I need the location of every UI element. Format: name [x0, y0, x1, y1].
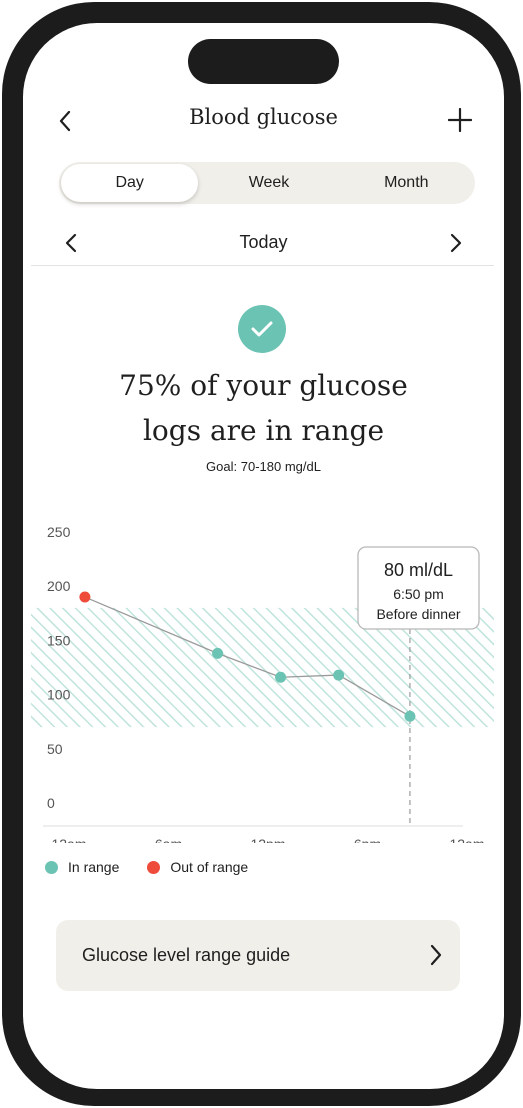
legend-in-range-label: In range: [68, 859, 120, 875]
y-tick-label: 150: [47, 632, 71, 648]
x-tick-label: 12am: [51, 836, 86, 843]
chevron-right-icon: [450, 233, 462, 253]
x-tick-label: 12am: [449, 836, 484, 843]
app-screen: Blood glucose Day Week Month Today: [23, 23, 504, 1089]
tooltip-box: [357, 546, 480, 630]
x-tick-label: 12pm: [250, 836, 285, 843]
tab-week[interactable]: Week: [248, 174, 290, 191]
dynamic-island: [188, 39, 339, 84]
y-tick-label: 250: [47, 524, 71, 540]
chart-legend: In range Out of range: [45, 859, 276, 875]
x-tick-label: 6am: [155, 836, 182, 843]
tab-day[interactable]: Day: [61, 164, 199, 202]
in-range-point[interactable]: [212, 647, 224, 659]
chevron-left-icon: [65, 233, 77, 253]
chevron-right-icon: [430, 944, 442, 966]
page-title: Blood glucose: [189, 105, 338, 129]
tooltip-time: 6:50 pm: [393, 586, 444, 602]
in-range-badge: [238, 305, 286, 353]
previous-day-button[interactable]: [61, 231, 81, 255]
in-range-dot: [45, 860, 58, 874]
out-of-range-point[interactable]: [79, 591, 91, 603]
divider: [31, 265, 494, 266]
date-label: Today: [239, 232, 288, 252]
tooltip-note: Before dinner: [376, 606, 460, 622]
headline-line-1: 75% of your glucose: [119, 369, 408, 402]
period-tabs: Day Week Month: [59, 162, 475, 204]
glucose-chart: 250 200 150 100 50 0 12am 6am 12pm 6pm 12am 80 ml…: [31, 524, 494, 843]
y-tick-label: 100: [47, 687, 71, 703]
back-button[interactable]: [53, 107, 77, 135]
headline-line-2: logs are in range: [142, 414, 385, 447]
range-guide-label: Glucose level range guide: [82, 945, 291, 965]
add-button[interactable]: [446, 106, 474, 134]
range-guide-card[interactable]: Glucose level range guide: [56, 920, 460, 991]
check-icon: [251, 321, 273, 337]
chevron-left-icon: [59, 110, 71, 132]
plus-icon: [448, 108, 472, 132]
y-tick-label: 200: [47, 578, 71, 594]
in-range-point[interactable]: [333, 669, 345, 681]
out-of-range-dot: [147, 860, 161, 874]
legend-out-of-range-label: Out of range: [170, 859, 249, 875]
goal-text: Goal: 70-180 mg/dL: [206, 459, 321, 474]
y-tick-label: 0: [47, 795, 55, 811]
summary-headline: 75% of your glucose logs are in range: [63, 363, 464, 453]
in-range-point[interactable]: [404, 710, 416, 722]
tab-month[interactable]: Month: [384, 174, 429, 191]
y-tick-label: 50: [47, 741, 63, 757]
x-tick-label: 6pm: [354, 836, 381, 843]
next-day-button[interactable]: [446, 231, 466, 255]
legend-out-of-range: Out of range: [147, 859, 248, 875]
in-range-point[interactable]: [275, 671, 287, 683]
tooltip-value: 80 ml/dL: [384, 560, 453, 580]
legend-in-range: In range: [45, 859, 119, 875]
